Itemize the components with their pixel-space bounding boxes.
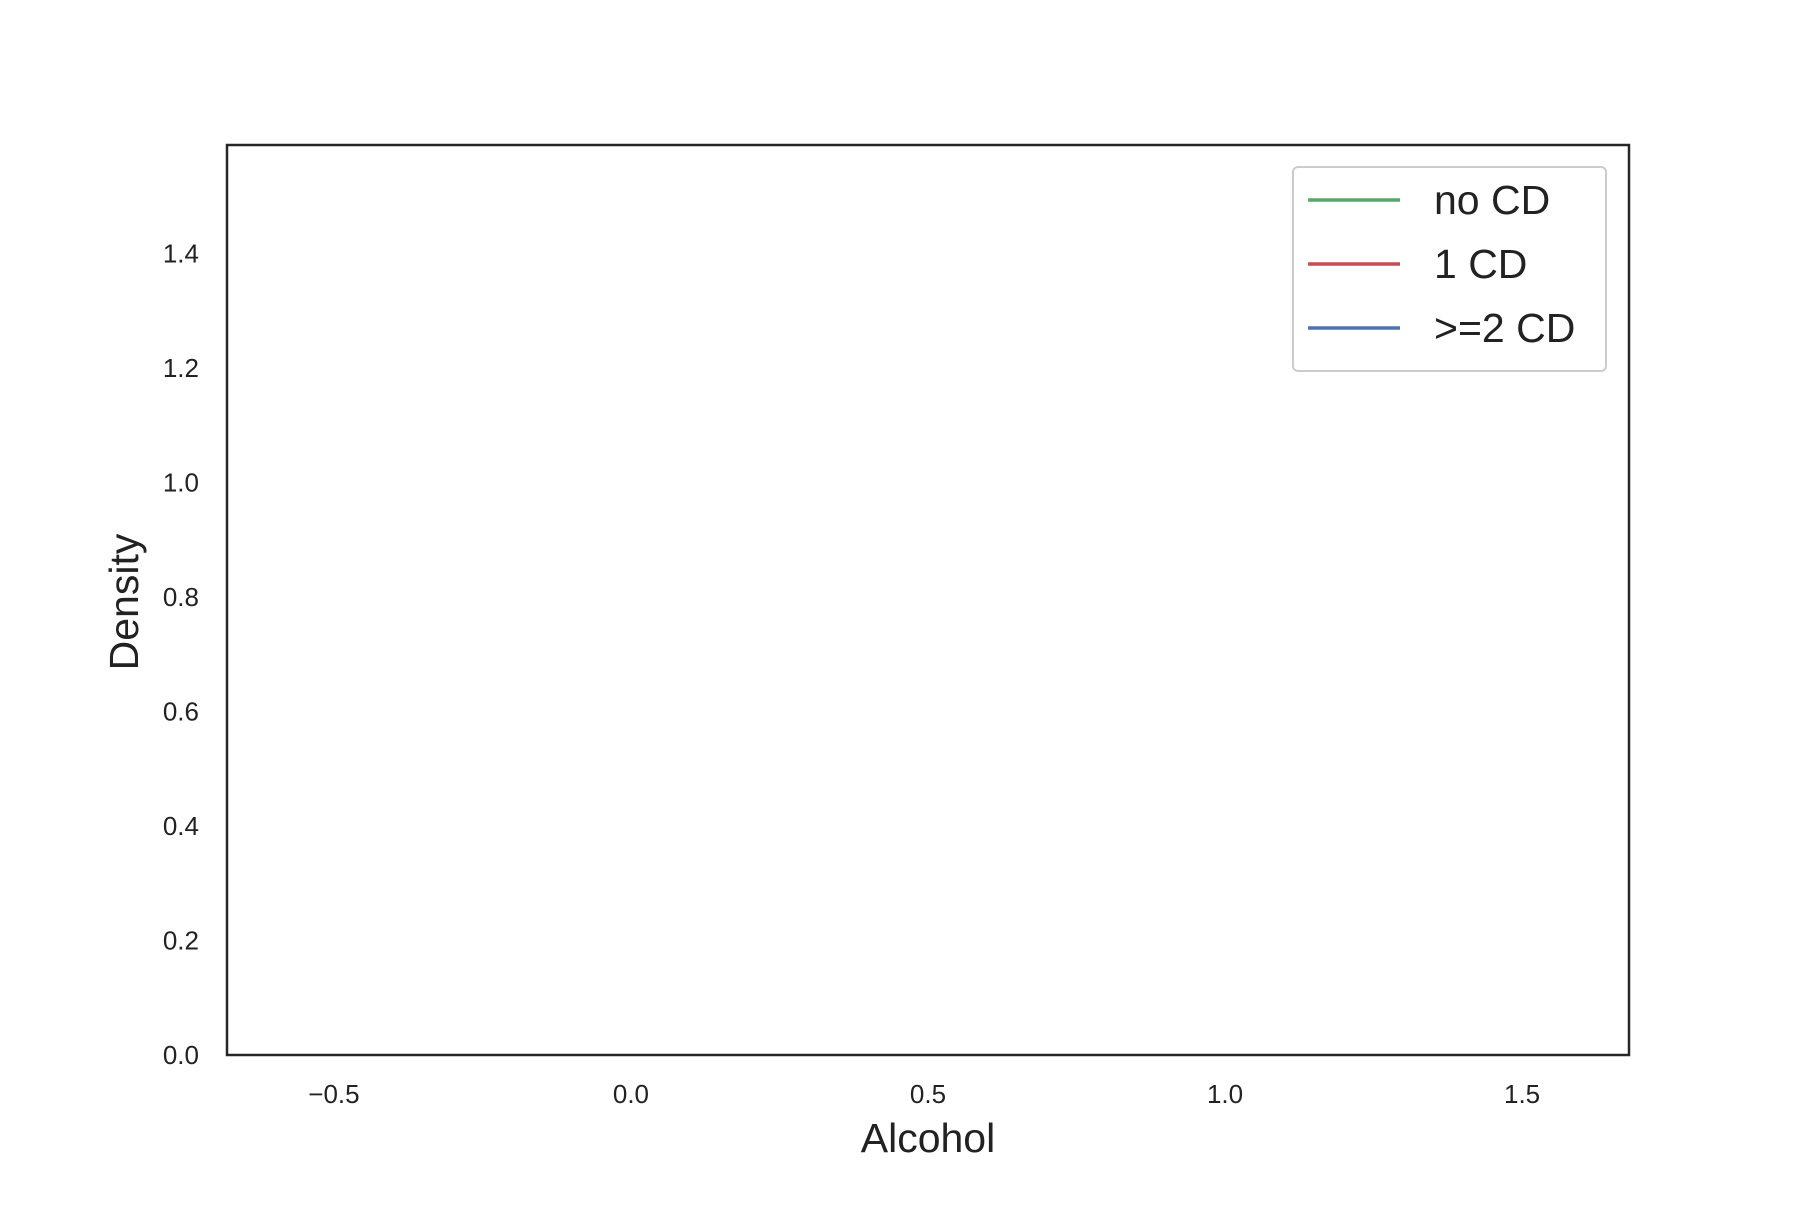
y-tick-label: 1.4	[163, 239, 199, 269]
y-tick-label: 0.6	[163, 697, 199, 727]
legend-label: no CD	[1434, 177, 1550, 223]
y-tick-label: 0.0	[163, 1040, 199, 1070]
x-tick-label: 0.0	[613, 1079, 649, 1109]
y-tick-label: 0.4	[163, 811, 199, 841]
legend: no CD 1 CD >=2 CD	[1292, 166, 1607, 372]
x-axis-title: Alcohol	[861, 1115, 995, 1161]
y-tick-label: 0.8	[163, 582, 199, 612]
y-tick-label: 0.2	[163, 926, 199, 956]
x-axis: −0.5 0.0 0.5 1.0 1.5	[308, 1079, 1540, 1109]
x-tick-label: −0.5	[308, 1079, 359, 1109]
plot-frame	[225, 143, 1631, 1057]
y-tick-label: 1.0	[163, 468, 199, 498]
legend-box	[1292, 166, 1607, 372]
x-tick-label: 1.5	[1504, 1079, 1540, 1109]
legend-label: >=2 CD	[1434, 305, 1575, 351]
x-tick-label: 1.0	[1207, 1079, 1243, 1109]
legend-label: 1 CD	[1434, 241, 1527, 287]
y-tick-label: 1.2	[163, 353, 199, 383]
y-axis-title: Density	[101, 533, 147, 670]
y-axis: 0.0 0.2 0.4 0.6 0.8 1.0 1.2 1.4	[163, 239, 199, 1070]
x-tick-label: 0.5	[910, 1079, 946, 1109]
